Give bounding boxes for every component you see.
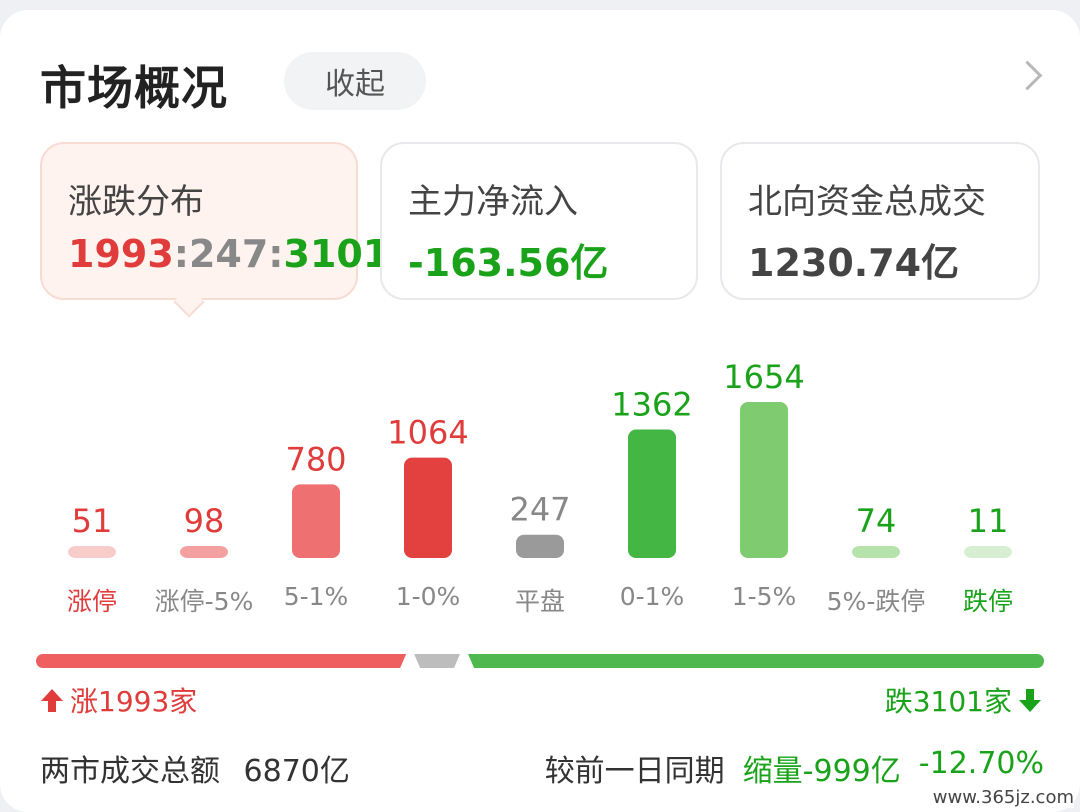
rise-summary-label: 涨1993家 <box>70 685 198 718</box>
collapse-button[interactable]: 收起 <box>284 52 426 110</box>
arrow-up-icon <box>41 689 63 712</box>
compare-label: 较前一日同期 <box>544 754 725 789</box>
arrow-down-icon <box>1019 689 1041 712</box>
bar-value-label: 780 <box>285 440 346 478</box>
distribution-value: 1993:247:3101 <box>68 232 389 276</box>
bar-3 <box>404 457 452 558</box>
bar-value-label: 1362 <box>611 386 692 424</box>
turnover-value: 6870亿 <box>243 754 350 789</box>
bar-1 <box>180 546 228 558</box>
bar-2 <box>292 484 340 558</box>
bar-value-label: 98 <box>184 502 225 540</box>
change-amount: 缩量-999亿 <box>742 754 901 789</box>
northbound-tab[interactable]: 北向资金总成交 1230.74亿 <box>720 142 1040 300</box>
category-label: 0-1% <box>619 582 685 611</box>
category-label: 1-5% <box>731 582 797 611</box>
rise-summary: 涨1993家 <box>40 680 197 720</box>
category-label: 1-0% <box>395 582 461 611</box>
main-inflow-label: 主力净流入 <box>408 182 578 222</box>
bar-0 <box>68 546 116 558</box>
change-percent: -12.70% <box>918 746 1044 781</box>
category-label: 涨停 <box>66 587 117 616</box>
bar-value-label: 74 <box>856 502 897 540</box>
fall-summary: 跌3101家 <box>885 680 1042 720</box>
fall-count: 3101 <box>283 232 390 276</box>
main-inflow-tab[interactable]: 主力净流入 -163.56亿 <box>380 142 698 300</box>
fall-segment <box>468 654 1044 668</box>
distribution-bar-chart: 51 98 780 1064 247 1362 1654 74 11 <box>68 358 1012 558</box>
bar-value-label: 1654 <box>723 358 804 396</box>
bar-value-label: 247 <box>509 491 570 529</box>
bar-7 <box>852 546 900 558</box>
watermark: www.365jz.com <box>932 787 1074 808</box>
bar-value-label: 11 <box>968 502 1009 540</box>
flat-segment <box>414 654 460 668</box>
turnover: 两市成交总额 6870亿 <box>40 746 350 790</box>
category-label: 跌停 <box>962 587 1013 616</box>
main-inflow-value: -163.56亿 <box>408 241 609 285</box>
category-label: 5-1% <box>283 582 349 611</box>
category-label: 5%-跌停 <box>826 587 926 616</box>
turnover-compare: 较前一日同期 缩量-999亿 -12.70% <box>545 746 1044 790</box>
category-label: 平盘 <box>514 587 565 616</box>
page-title: 市场概况 <box>40 61 228 115</box>
bar-value-label: 51 <box>72 502 113 540</box>
bar-6 <box>740 402 788 558</box>
rise-segment <box>36 654 406 668</box>
category-label: 涨停-5% <box>154 587 254 616</box>
bar-4 <box>516 534 564 558</box>
bar-8 <box>964 546 1012 558</box>
rise-count: 1993 <box>68 232 174 276</box>
northbound-label: 北向资金总成交 <box>748 182 986 222</box>
ratio-sep: : <box>173 232 189 276</box>
ratio-sep: : <box>268 232 284 276</box>
turnover-label: 两市成交总额 <box>40 754 220 789</box>
rise-fall-ratio-bar <box>36 654 1044 668</box>
bar-5 <box>628 429 676 558</box>
northbound-value: 1230.74亿 <box>748 241 960 285</box>
distribution-tab[interactable]: 涨跌分布 1993:247:3101 <box>40 142 389 300</box>
fall-summary-label: 跌3101家 <box>884 685 1012 718</box>
distribution-label: 涨跌分布 <box>68 182 204 222</box>
flat-count: 247 <box>188 232 269 276</box>
bar-value-label: 1064 <box>387 414 468 452</box>
chevron-right-icon[interactable] <box>1012 60 1043 91</box>
